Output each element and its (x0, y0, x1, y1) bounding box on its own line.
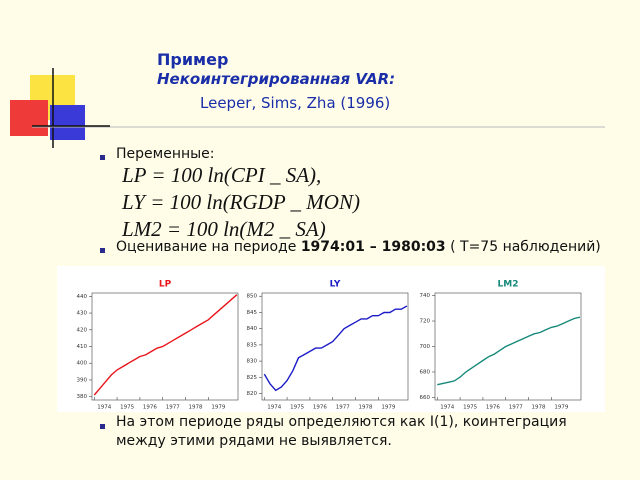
bullet (100, 424, 105, 429)
y-tick-label: 830 (247, 359, 258, 365)
y-tick-label: 680 (420, 369, 431, 375)
series-line (93, 294, 238, 396)
text: ( T=75 наблюдений) (445, 239, 601, 255)
text: Оценивание на периоде (116, 239, 301, 255)
formula: LM2 = 100 ln(M2 _ SA) (122, 217, 326, 241)
bullet-text: На этом периоде ряды определяются как I(… (116, 414, 567, 449)
x-tick-label: 1977 (166, 405, 180, 411)
x-tick-label: 1974 (97, 405, 111, 411)
formula: LY = 100 ln(RGDP _ MON) (122, 190, 360, 214)
y-tick-label: 850 (247, 294, 258, 300)
y-tick-label: 840 (247, 326, 258, 332)
x-tick-label: 1978 (359, 405, 373, 411)
y-tick-label: 740 (420, 293, 431, 299)
x-tick-label: 1976 (313, 405, 327, 411)
y-tick-label: 400 (77, 361, 88, 367)
y-tick-label: 660 (420, 395, 431, 401)
x-tick-label: 1979 (381, 405, 395, 411)
x-tick-label: 1979 (211, 405, 225, 411)
y-tick-label: 845 (247, 310, 258, 316)
plot-frame (261, 292, 409, 401)
x-tick-label: 1976 (486, 405, 500, 411)
chart-panel (57, 266, 605, 412)
chart-title: LP (159, 280, 172, 290)
reference: Leeper, Sims, Zha (1996) (200, 94, 391, 112)
x-tick-label: 1976 (143, 405, 157, 411)
formula: LP = 100 ln(CPI _ SA), (122, 163, 322, 187)
series-line (437, 316, 581, 386)
subtitle: Некоинтегрированная VAR: (157, 70, 396, 88)
y-tick-label: 820 (247, 391, 258, 397)
y-tick-label: 410 (77, 344, 88, 350)
y-tick-label: 420 (77, 327, 88, 333)
series-line (263, 305, 408, 392)
y-tick-label: 720 (420, 319, 431, 325)
x-tick-label: 1978 (189, 405, 203, 411)
x-tick-label: 1974 (267, 405, 281, 411)
y-tick-label: 825 (247, 375, 258, 381)
x-tick-label: 1975 (290, 405, 304, 411)
bullet (100, 248, 105, 253)
period: 1974:01 – 1980:03 (300, 239, 446, 255)
y-tick-label: 835 (247, 342, 258, 348)
x-tick-label: 1974 (440, 405, 454, 411)
x-tick-label: 1977 (509, 405, 523, 411)
bullet (100, 155, 105, 160)
x-tick-label: 1979 (554, 405, 568, 411)
chart-title: LY (330, 280, 341, 290)
title: Пример (157, 50, 229, 69)
y-tick-label: 440 (77, 294, 88, 300)
x-tick-label: 1978 (532, 405, 546, 411)
x-tick-label: 1977 (336, 405, 350, 411)
x-tick-label: 1975 (120, 405, 134, 411)
y-tick-label: 380 (77, 394, 88, 400)
bullet-text: Оценивание на периоде 1974:01 – 1980:03 … (116, 239, 601, 255)
y-tick-label: 390 (77, 377, 88, 383)
chart-title: LM2 (498, 280, 519, 290)
y-tick-label: 700 (420, 344, 431, 350)
y-tick-label: 430 (77, 311, 88, 317)
x-tick-label: 1975 (463, 405, 477, 411)
bullet-text: Переменные: (116, 146, 215, 162)
